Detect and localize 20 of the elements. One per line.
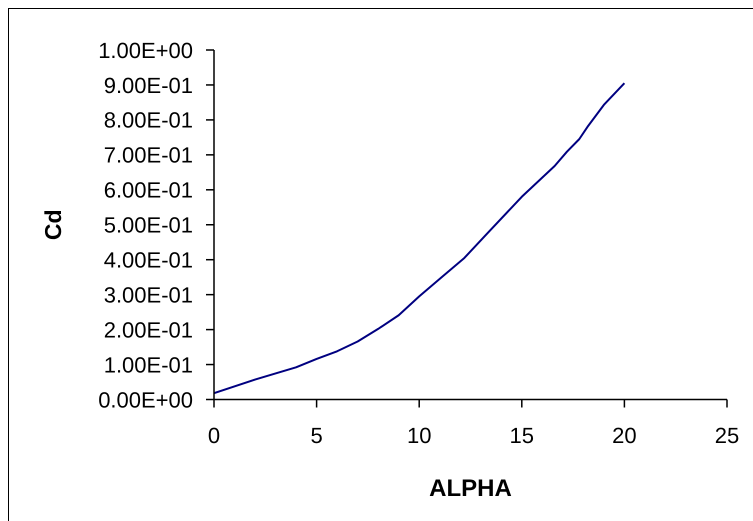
y-axis-title: Cd (40, 209, 66, 240)
x-axis-title: ALPHA (429, 475, 512, 502)
x-tick-label: 10 (406, 423, 432, 448)
y-tick-label: 7.00E-01 (104, 142, 193, 168)
y-tick-label: 8.00E-01 (104, 108, 193, 133)
y-tick-label: 0.00E+00 (98, 387, 193, 412)
x-tick-label: 20 (612, 423, 637, 448)
y-tick-label: 5.00E-01 (104, 212, 193, 238)
x-tick-label: 0 (208, 423, 220, 448)
line-series (214, 82, 626, 394)
x-tick-label: 5 (310, 423, 323, 448)
y-tick-label: 1.00E+00 (98, 38, 193, 63)
y-tick-label: 9.00E-01 (104, 72, 193, 98)
y-tick-label: 4.00E-01 (104, 248, 193, 273)
y-tick-label: 1.00E-01 (104, 352, 193, 378)
x-tick-label: 15 (510, 423, 534, 448)
y-tick-label: 3.00E-01 (104, 282, 193, 308)
y-tick-label: 2.00E-01 (104, 317, 193, 342)
y-tick-label: 6.00E-01 (104, 178, 193, 203)
x-tick-label: 25 (714, 423, 740, 448)
